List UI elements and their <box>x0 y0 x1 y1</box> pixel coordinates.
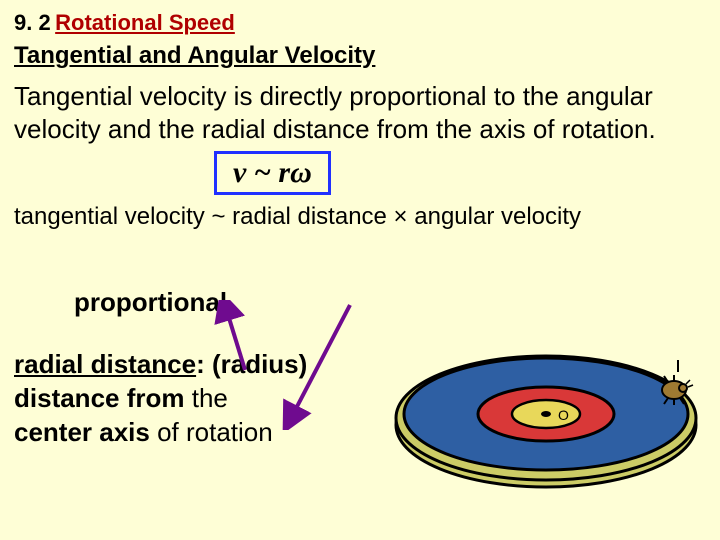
relation-line: tangential velocity ~ radial distance × … <box>14 203 706 231</box>
radial-def-3a: center axis <box>14 417 150 447</box>
disc-label-text: O <box>558 407 569 423</box>
radial-def-term: radial distance <box>14 349 196 379</box>
section-number: 9. 2 <box>14 10 51 35</box>
radial-def-2b: the <box>185 383 228 413</box>
disc-diagram: O <box>386 330 706 500</box>
section-title: Rotational Speed <box>55 10 235 35</box>
radial-def-paren: : (radius) <box>196 349 307 379</box>
radial-def-2a: distance from <box>14 383 185 413</box>
main-paragraph: Tangential velocity is directly proporti… <box>14 80 706 145</box>
slide-header: 9. 2 Rotational Speed <box>14 10 706 36</box>
radial-def-3b: of rotation <box>150 417 273 447</box>
proportional-label: proportional <box>74 287 706 318</box>
section-subtitle: Tangential and Angular Velocity <box>14 42 706 70</box>
formula-box: v ~ rω <box>214 151 331 195</box>
